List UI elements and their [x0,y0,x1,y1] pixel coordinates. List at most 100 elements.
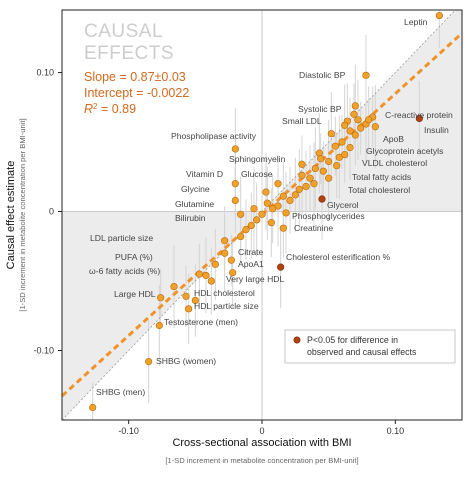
heading-line-1: CAUSAL [84,21,163,42]
point-label: C-reactive protein [385,110,453,120]
data-point [357,124,365,132]
data-point [302,182,310,191]
data-point [365,116,373,124]
point-label: Vitamin D [186,169,223,179]
y-axis-subtitle: [1-SD increment in metabolite concentrat… [18,118,27,311]
x-tick-label: -0.10 [118,426,139,436]
data-point [274,180,282,188]
intercept-text: Intercept = -0.0022 [84,86,189,100]
point-label: PUFA (%) [115,252,153,262]
point-label: Phosphoglycerides [292,211,365,221]
data-point [253,216,261,224]
x-tick-label: 0 [259,426,264,436]
point-label: Total fatty acids [352,172,411,182]
r-squared-symbol: R [84,102,93,116]
data-point [306,174,314,182]
point-label: Glucose [241,169,273,179]
point-label: Creatinine [294,223,333,233]
data-point [317,155,325,163]
data-point [350,110,358,118]
x-axis-title: Cross-sectional association with BMI [172,437,351,449]
y-tick-label: 0 [49,207,54,217]
data-point [331,142,339,150]
point-label: Cholesterol esterification % [286,252,390,262]
legend-line-1: P<0.05 for difference in [307,335,398,345]
point-label: ApoA1 [238,259,264,269]
point-label: Phospholipase activity [171,131,257,141]
point-label: LDL particle size [90,233,153,243]
data-point-labeled [277,263,285,271]
data-point-labeled [185,305,193,313]
point-labels: Leptin Diastolic BP Systolic BP Small LDL C-… [89,17,453,397]
point-label: VLDL cholesterol [362,158,427,168]
point-label: Large HDL [114,289,156,299]
data-point-labeled [229,269,237,277]
data-point [325,174,333,182]
legend-marker [293,336,301,344]
data-point-labeled [310,180,318,188]
data-point-labeled [435,11,443,20]
data-point [258,210,266,218]
point-label: Insulin [424,125,449,135]
data-point [250,205,258,213]
point-label: Glycine [181,184,210,194]
data-point-labeled [221,237,229,245]
point-label: HDL cholesterol [194,288,255,298]
point-label: Diastolic BP [299,70,346,80]
data-point [319,167,327,175]
data-point-labeled [298,171,306,179]
point-label: Testosterone (men) [164,317,238,327]
shade-upper-right [262,10,462,212]
data-point-labeled [327,130,335,138]
data-point-labeled [237,210,245,218]
point-label: Leptin [404,17,428,27]
data-point [338,138,346,146]
data-point [311,164,319,173]
data-point-labeled [182,292,190,300]
data-point [247,221,255,230]
data-point [267,219,275,227]
data-point-labeled [282,209,290,217]
data-point-labeled [207,277,215,285]
point-label: Glycerol [327,200,359,210]
data-point-labeled [231,180,239,188]
legend-box: P<0.05 for difference in observed and ca… [284,329,456,364]
axis-ticks: -0.10 0 0.10 -0.10 0 0.10 [33,68,404,436]
point-label: Very large HDL [226,274,284,284]
y-tick-label: -0.10 [33,346,54,356]
r-squared-superscript: 2 [93,102,98,111]
point-label: SHBG (men) [96,387,145,397]
point-label: HDL particle size [194,301,259,311]
data-point [354,116,362,124]
data-point-labeled [351,102,359,110]
data-point [291,191,299,199]
data-point [221,249,229,257]
r-squared-text: R2 = 0.89 [84,102,136,117]
data-point [237,232,245,241]
data-point-labeled [170,282,178,291]
data-point-labeled [346,143,354,152]
legend-line-2: observed and causal effects [307,347,417,357]
data-point [202,271,210,280]
data-point [269,205,277,213]
data-point [263,199,271,207]
data-point [286,196,294,205]
data-point [341,121,349,129]
data-point-labeled [279,224,287,232]
data-point [346,127,354,135]
data-point-labeled [318,195,326,203]
point-label: Small LDL [282,116,322,126]
point-label: Sphingomyelin [229,154,286,164]
x-axis-subtitle: [1-SD increment in metabolite concentrat… [165,456,358,465]
data-point [341,150,349,159]
x-tick-label: 0.10 [387,426,405,436]
data-point [325,157,333,166]
point-label: ω-6 fatty acids (%) [89,266,160,276]
point-label: SHBG (women) [156,356,216,366]
data-point-labeled [195,270,203,278]
data-point [211,260,219,268]
data-point [191,296,199,305]
data-point-labeled [351,131,359,139]
data-point-labeled [371,123,379,131]
